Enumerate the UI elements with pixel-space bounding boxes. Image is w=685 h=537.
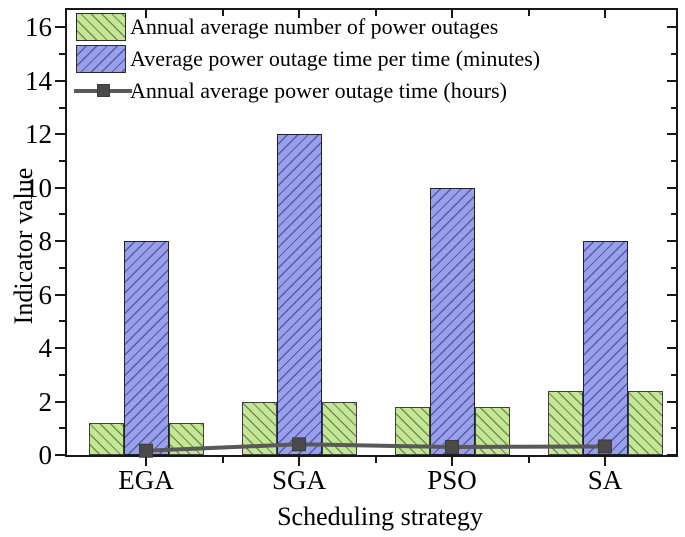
y-major-tick (55, 400, 65, 403)
y-minor-tick (59, 266, 65, 269)
x-major-tick (451, 457, 453, 466)
y-minor-tick (59, 53, 65, 56)
y-minor-tick-right (671, 53, 676, 56)
y-tick-label: 14 (25, 65, 52, 96)
y-tick-label: 6 (38, 279, 53, 310)
y-minor-tick-right (671, 373, 676, 376)
y-tick-label: 0 (38, 440, 53, 470)
y-major-tick (55, 454, 65, 456)
y-major-tick-right (667, 400, 676, 403)
y-major-tick-right (667, 454, 676, 456)
x-tick-label: EGA (118, 465, 174, 495)
bar-green-right-SA (627, 390, 663, 455)
y-major-tick (55, 79, 65, 82)
x-minor-tick-top (374, 10, 377, 16)
x-major-tick (298, 457, 300, 466)
y-major-tick-right (667, 133, 676, 136)
y-minor-tick-right (671, 106, 676, 109)
line-marker-EGA (139, 443, 153, 458)
legend-label: Average power outage time per time (minu… (130, 46, 541, 71)
y-tick-label: 12 (25, 119, 52, 150)
legend-swatch-blue (76, 45, 126, 73)
y-minor-tick-right (671, 266, 676, 269)
y-tick-label: 8 (38, 226, 53, 257)
x-major-tick-top (145, 10, 147, 18)
bar-blue-EGA (123, 241, 169, 455)
y-minor-tick (59, 213, 65, 216)
y-major-tick-right (667, 293, 676, 296)
bar-green-left-EGA (88, 422, 124, 455)
x-minor-tick-top (527, 10, 530, 16)
line-marker-SGA (292, 437, 306, 452)
y-major-tick-right (667, 347, 676, 350)
x-major-tick-top (604, 10, 606, 18)
bar-blue-SGA (276, 134, 322, 455)
y-major-tick (55, 347, 65, 350)
x-major-tick-top (451, 10, 453, 18)
y-minor-tick (59, 427, 65, 430)
y-minor-tick-right (671, 213, 676, 216)
legend-label: Annual average power outage time (hours) (130, 78, 507, 103)
x-minor-tick (221, 457, 224, 463)
bar-blue-PSO (429, 187, 475, 455)
x-tick-label: PSO (427, 465, 477, 495)
x-tick-label: SGA (271, 465, 326, 495)
y-minor-tick-right (671, 427, 676, 430)
line-marker-SA (598, 439, 612, 454)
y-major-tick-right (667, 26, 676, 29)
y-tick-label: 4 (38, 333, 53, 364)
y-minor-tick (59, 320, 65, 323)
bar-green-left-SA (547, 390, 583, 455)
legend-label: Annual average number of power outages (130, 14, 499, 39)
line-series-path (145, 442, 606, 453)
y-tick-label: 16 (25, 12, 52, 43)
x-major-tick (145, 457, 147, 466)
y-tick-label: 10 (25, 172, 52, 203)
x-minor-tick (527, 457, 530, 463)
line-marker-PSO (445, 439, 459, 454)
x-major-tick (604, 457, 606, 466)
y-minor-tick (59, 160, 65, 162)
y-minor-tick-right (671, 320, 676, 323)
x-minor-tick (374, 457, 377, 463)
y-major-tick-right (667, 240, 676, 243)
y-minor-tick (59, 106, 65, 109)
bar-blue-SA (582, 241, 628, 455)
y-major-tick (55, 240, 65, 243)
plot-frame (65, 8, 678, 457)
x-minor-tick-top (221, 10, 224, 16)
y-major-tick-right (667, 186, 676, 189)
legend-swatch-green (76, 13, 126, 41)
y-minor-tick-right (671, 160, 676, 162)
y-tick-label: 2 (38, 386, 53, 417)
x-tick-label: SA (587, 465, 623, 495)
y-major-tick (55, 133, 65, 136)
y-major-tick (55, 26, 65, 29)
legend-line-marker (97, 84, 110, 97)
y-major-tick-right (667, 79, 676, 82)
x-axis-title: Scheduling strategy (277, 502, 483, 531)
y-major-tick (55, 186, 65, 189)
x-major-tick-top (298, 10, 300, 18)
y-major-tick (55, 293, 65, 296)
y-minor-tick (59, 373, 65, 376)
